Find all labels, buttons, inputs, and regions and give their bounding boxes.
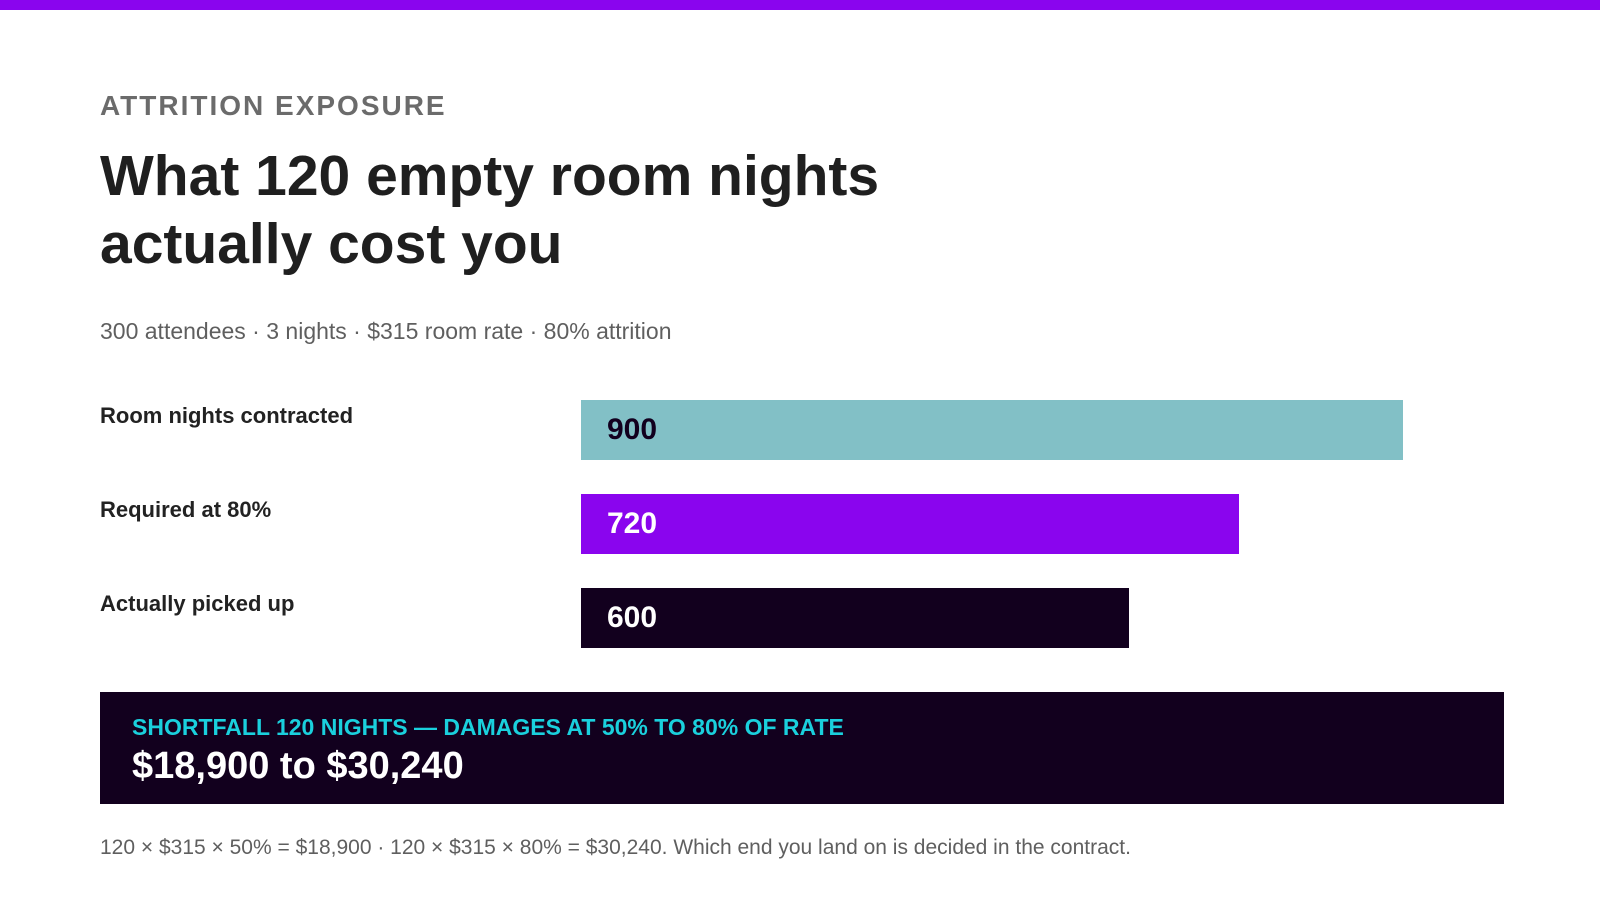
footnote: 120 × $315 × 50% = $18,900 · 120 × $315 … bbox=[100, 836, 1131, 859]
bar-actually-picked-up: 600 bbox=[581, 588, 1129, 648]
bar-label-actually-picked-up: Actually picked up bbox=[100, 591, 295, 616]
page-title-line-1: What 120 empty room nights bbox=[100, 144, 880, 208]
bar-room-nights-contracted: 900 bbox=[581, 400, 1403, 460]
subtitle: 300 attendees · 3 nights · $315 room rat… bbox=[100, 318, 672, 344]
bar-required-at-80: 720 bbox=[581, 494, 1239, 554]
eyebrow-label: ATTRITION EXPOSURE bbox=[100, 90, 447, 121]
callout-kicker: SHORTFALL 120 NIGHTS — DAMAGES AT 50% TO… bbox=[132, 714, 844, 740]
bar-value-room-nights-contracted: 900 bbox=[607, 413, 658, 446]
bar-value-actually-picked-up: 600 bbox=[607, 601, 658, 634]
bar-label-room-nights-contracted: Room nights contracted bbox=[100, 403, 354, 428]
shortfall-callout: SHORTFALL 120 NIGHTS — DAMAGES AT 50% TO… bbox=[100, 692, 1504, 804]
bar-label-required-at-80: Required at 80% bbox=[100, 497, 272, 522]
bar-value-required-at-80: 720 bbox=[607, 507, 658, 540]
page-title-line-2: actually cost you bbox=[100, 212, 563, 276]
page-title: What 120 empty room nights actually cost… bbox=[100, 142, 1000, 278]
callout-damages-figure: $18,900 to $30,240 bbox=[132, 745, 464, 787]
top-accent-bar bbox=[0, 0, 1600, 10]
